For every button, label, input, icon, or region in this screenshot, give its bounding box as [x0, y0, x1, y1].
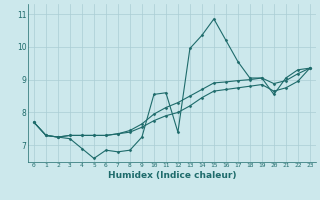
X-axis label: Humidex (Indice chaleur): Humidex (Indice chaleur)	[108, 171, 236, 180]
